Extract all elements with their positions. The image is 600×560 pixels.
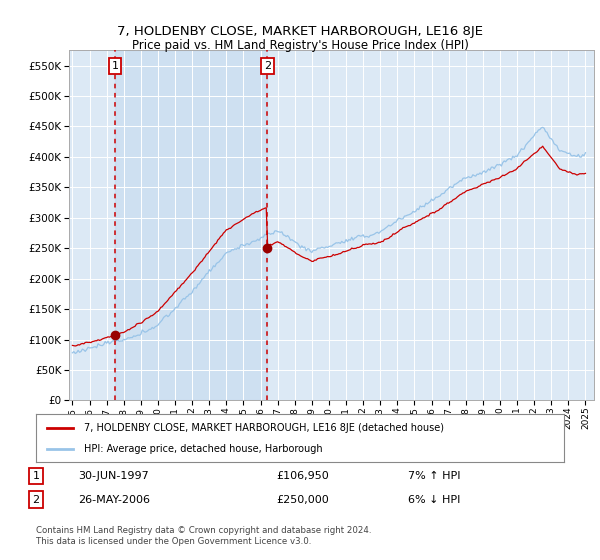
Text: 7, HOLDENBY CLOSE, MARKET HARBOROUGH, LE16 8JE: 7, HOLDENBY CLOSE, MARKET HARBOROUGH, LE… [117,25,483,38]
Text: 2: 2 [263,61,271,71]
Bar [115,50,267,400]
Text: 2: 2 [32,494,40,505]
Text: 1: 1 [112,61,119,71]
Text: 6% ↓ HPI: 6% ↓ HPI [408,494,460,505]
Text: 1: 1 [32,471,40,481]
Text: HPI: Average price, detached house, Harborough: HPI: Average price, detached house, Harb… [83,444,322,454]
Text: 26-MAY-2006: 26-MAY-2006 [78,494,150,505]
Text: £106,950: £106,950 [276,471,329,481]
Text: 30-JUN-1997: 30-JUN-1997 [78,471,149,481]
Text: Price paid vs. HM Land Registry's House Price Index (HPI): Price paid vs. HM Land Registry's House … [131,39,469,52]
Text: 7, HOLDENBY CLOSE, MARKET HARBOROUGH, LE16 8JE (detached house): 7, HOLDENBY CLOSE, MARKET HARBOROUGH, LE… [83,423,443,433]
Text: £250,000: £250,000 [276,494,329,505]
Text: Contains HM Land Registry data © Crown copyright and database right 2024.
This d: Contains HM Land Registry data © Crown c… [36,526,371,546]
Text: 7% ↑ HPI: 7% ↑ HPI [408,471,461,481]
